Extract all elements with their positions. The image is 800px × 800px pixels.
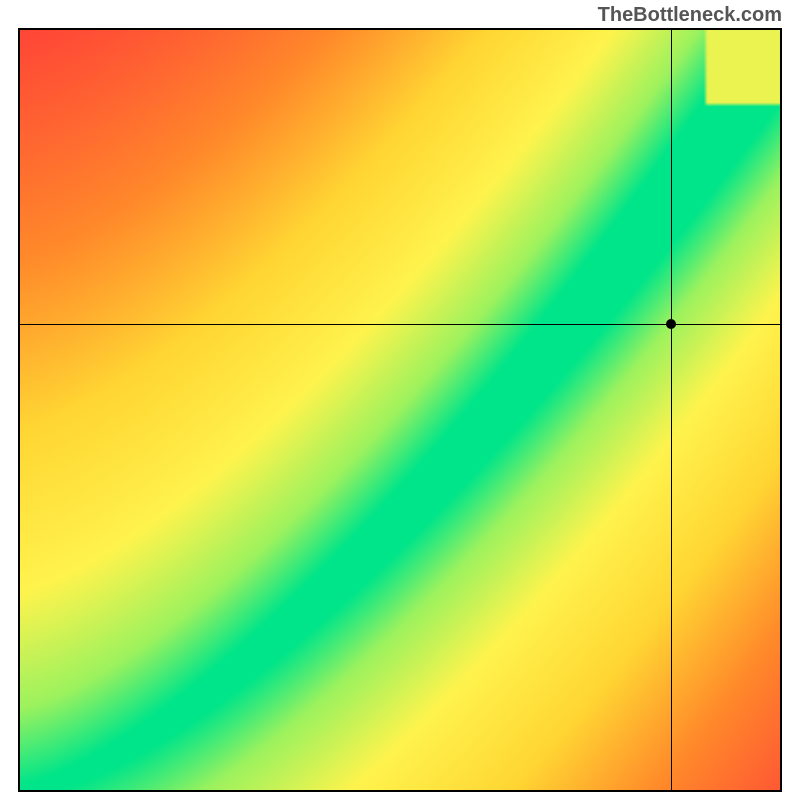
watermark-text: TheBottleneck.com — [598, 4, 782, 27]
bottleneck-heatmap-container — [18, 28, 782, 792]
bottleneck-heatmap — [18, 28, 782, 792]
